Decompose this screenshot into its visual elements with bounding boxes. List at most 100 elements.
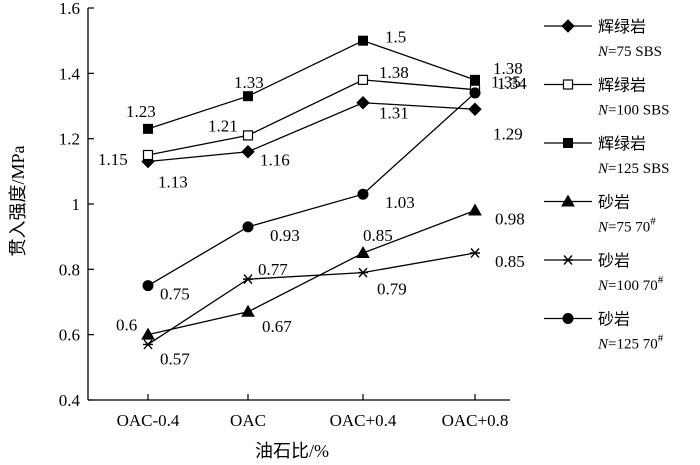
data-label: 1.34 xyxy=(497,74,527,93)
diamond-marker xyxy=(561,19,575,33)
square-marker xyxy=(470,74,480,85)
data-label: 0.6 xyxy=(116,316,137,335)
data-label: 1.33 xyxy=(234,73,264,92)
data-label: 0.75 xyxy=(160,285,190,304)
series-line xyxy=(147,102,476,163)
circle-marker xyxy=(562,313,574,324)
x-axis-title: 油石比/% xyxy=(255,441,329,461)
series-line xyxy=(147,209,476,336)
star-marker xyxy=(358,267,368,278)
legend-sublabel-sup: # xyxy=(650,216,656,228)
data-label: 0.93 xyxy=(270,226,300,245)
series-3 xyxy=(143,35,480,134)
data-label: 1.21 xyxy=(208,116,238,135)
legend-sublabel-sup: # xyxy=(658,274,664,286)
axes: 0.4 0.6 0.8 1 1.2 1.4 1.6 OAC-0.4 OAC OAC+0.4 OAC+… xyxy=(59,0,510,430)
legend-sublabel-rest: =100 SBS xyxy=(608,103,669,119)
y-tick-label: 1.4 xyxy=(59,64,81,83)
y-axis-title: 贯入强度/MPa xyxy=(8,145,28,256)
legend-sublabel-rest: =100 70 xyxy=(608,278,658,294)
data-label: 1.13 xyxy=(158,173,188,192)
data-label: 1.15 xyxy=(98,150,128,169)
legend-sublabel: N=75 SBS xyxy=(597,44,662,60)
legend-entry-6: 砂岩 N=125 70# xyxy=(544,311,664,353)
data-label: 0.85 xyxy=(363,226,393,245)
open-square-marker xyxy=(357,74,369,85)
data-label: 1.29 xyxy=(493,124,523,143)
legend-sublabel-rest: =75 SBS xyxy=(608,44,662,60)
data-label: 0.57 xyxy=(160,349,190,368)
y-tick-label: 0.8 xyxy=(59,260,80,279)
data-label: 0.79 xyxy=(377,280,407,299)
series-group xyxy=(141,35,482,350)
square-marker xyxy=(563,138,573,148)
legend-sublabel-rest: =75 70 xyxy=(608,220,650,236)
triangle-marker xyxy=(141,327,155,340)
legend-sublabel: N=125 70# xyxy=(597,333,664,353)
diamond-marker xyxy=(241,145,255,159)
series-6 xyxy=(142,87,481,292)
open-square-marker xyxy=(562,79,574,90)
legend-sublabel-italic: N xyxy=(597,278,609,294)
data-label: 0.98 xyxy=(495,210,525,229)
data-label: 1.5 xyxy=(385,28,406,47)
legend-label: 砂岩 xyxy=(598,311,630,329)
open-square-marker xyxy=(242,130,254,141)
legend-sublabel-italic: N xyxy=(597,220,609,236)
legend-label: 砂岩 xyxy=(598,252,630,270)
data-label: 1.23 xyxy=(126,102,156,121)
series-line xyxy=(147,252,476,346)
y-tick-label: 0.4 xyxy=(59,391,81,410)
data-label: 0.85 xyxy=(495,252,525,271)
legend-sublabel-rest: =125 SBS xyxy=(608,161,669,177)
star-marker xyxy=(563,255,573,265)
data-label: 1.16 xyxy=(260,151,290,170)
legend-sublabel-italic: N xyxy=(597,161,609,177)
legend-sublabel-italic: N xyxy=(597,337,609,353)
square-marker xyxy=(358,35,368,46)
data-label: 1.38 xyxy=(379,63,409,82)
diamond-marker xyxy=(468,102,482,116)
y-tick-label: 0.6 xyxy=(59,326,80,345)
legend-label: 辉绿岩 xyxy=(598,77,646,95)
series-4 xyxy=(141,203,482,340)
data-label: 1.03 xyxy=(385,193,415,212)
series-line xyxy=(147,79,476,156)
legend-sublabel: N=75 70# xyxy=(597,216,656,236)
legend-sublabel: N=100 70# xyxy=(597,274,664,294)
data-labels: 1.13 1.16 1.31 1.29 1.15 1.21 1.38 1.35 1.23 1.33… xyxy=(98,28,527,369)
x-tick-label: OAC xyxy=(230,411,266,430)
legend-sublabel-italic: N xyxy=(597,44,609,60)
x-tick-label: OAC+0.4 xyxy=(330,411,397,430)
data-label: 1.35 xyxy=(491,73,521,92)
y-tick-label: 1.6 xyxy=(59,0,80,18)
legend-sublabel: N=125 SBS xyxy=(597,161,669,177)
data-label: 0.77 xyxy=(258,260,288,279)
circle-marker xyxy=(357,188,369,200)
open-square-marker xyxy=(142,149,154,161)
legend-sublabel-italic: N xyxy=(597,103,609,119)
legend-entry-1: 辉绿岩 N=75 SBS xyxy=(544,18,662,60)
legend-label: 砂岩 xyxy=(598,194,630,212)
data-label: 1.31 xyxy=(379,104,409,123)
x-tick-label: OAC+0.8 xyxy=(442,411,509,430)
square-marker xyxy=(243,91,253,102)
series-2 xyxy=(142,74,481,161)
legend-label: 辉绿岩 xyxy=(598,18,646,36)
series-line xyxy=(147,92,476,287)
y-tick-label: 1.2 xyxy=(59,130,80,149)
circle-marker xyxy=(142,280,154,292)
triangle-marker xyxy=(468,203,482,216)
star-marker xyxy=(243,274,253,285)
series-1 xyxy=(141,96,482,169)
square-marker xyxy=(143,123,153,134)
triangle-marker xyxy=(356,245,370,258)
star-marker xyxy=(470,248,480,258)
legend-label: 辉绿岩 xyxy=(598,135,646,153)
circle-marker xyxy=(469,87,481,99)
legend-sublabel-rest: =125 70 xyxy=(608,337,658,353)
data-label: 0.67 xyxy=(262,317,292,336)
legend-entry-4: 砂岩 N=75 70# xyxy=(544,194,656,236)
